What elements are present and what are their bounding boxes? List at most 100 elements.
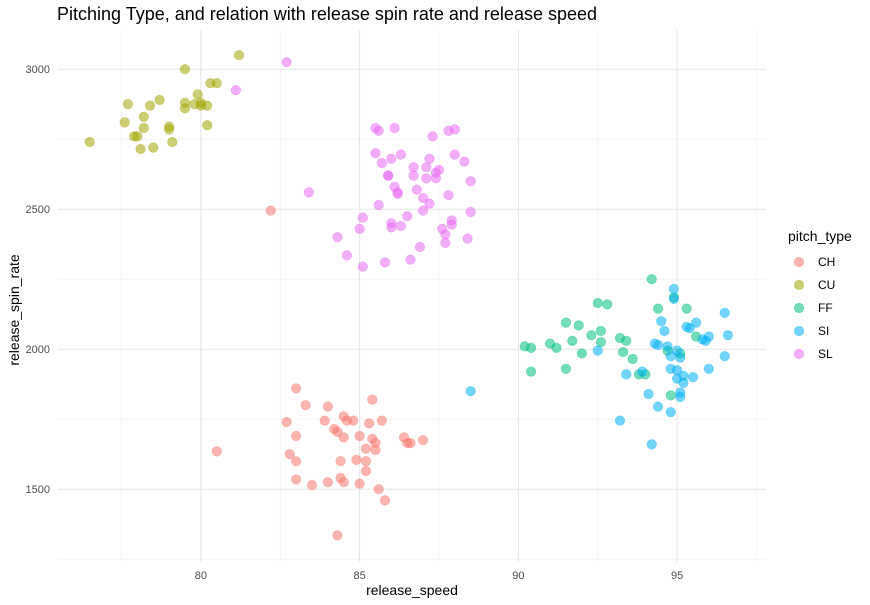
data-point-ff — [602, 299, 613, 310]
data-point-cu — [154, 94, 165, 106]
data-point-ff — [652, 303, 664, 314]
data-point-sl — [386, 222, 397, 233]
data-point-cu — [202, 100, 213, 111]
data-point-sl — [462, 233, 473, 244]
y-axis-label: release_spin_rate — [6, 254, 22, 366]
legend-item-sl: SL — [793, 347, 833, 361]
data-point-ff — [567, 335, 578, 346]
data-point-si — [637, 366, 648, 377]
legend-item-cu: CU — [793, 278, 835, 292]
x-axis-ticks: 80 85 90 95 — [195, 570, 683, 582]
data-point-sl — [465, 206, 476, 218]
data-point-sl — [465, 176, 476, 187]
y-axis-ticks: 1500 2000 2500 3000 — [26, 64, 50, 496]
y-tick-label: 1500 — [26, 484, 50, 496]
data-point-cu — [179, 103, 191, 114]
data-point-si — [675, 387, 686, 398]
data-point-sl — [418, 192, 429, 204]
legend-label: CH — [818, 255, 835, 269]
data-points — [84, 50, 734, 541]
data-point-ch — [360, 443, 372, 454]
chart-title: Pitching Type, and relation with release… — [57, 4, 597, 24]
data-point-sl — [303, 187, 314, 198]
data-point-ch — [360, 465, 372, 477]
legend-label: CU — [818, 278, 835, 292]
data-point-sl — [402, 211, 413, 222]
legend-label: SL — [818, 347, 833, 361]
x-axis-label: release_speed — [366, 582, 458, 598]
data-point-si — [652, 339, 664, 351]
data-point-ch — [300, 400, 311, 411]
data-point-ff — [665, 390, 676, 401]
data-point-ff — [551, 342, 562, 353]
data-point-ch — [322, 401, 333, 412]
data-point-si — [678, 370, 689, 381]
data-point-sl — [281, 57, 292, 68]
series-sl — [230, 57, 476, 272]
data-point-sl — [373, 199, 384, 211]
data-point-si — [621, 369, 632, 380]
data-point-ch — [405, 437, 416, 449]
data-point-si — [668, 293, 680, 304]
data-point-si — [668, 283, 680, 295]
data-point-si — [684, 323, 695, 334]
data-point-sl — [386, 153, 397, 164]
x-tick-label: 80 — [195, 570, 207, 582]
data-point-sl — [449, 124, 460, 135]
data-point-ff — [621, 335, 632, 346]
data-point-cu — [202, 120, 213, 131]
data-point-ch — [360, 456, 372, 467]
data-point-ff — [573, 320, 584, 331]
data-point-ch — [284, 449, 295, 460]
data-point-si — [719, 307, 730, 318]
data-point-ch — [373, 484, 384, 495]
grid — [58, 30, 766, 562]
data-point-sl — [392, 188, 403, 199]
data-point-ff — [560, 363, 572, 374]
legend-swatch — [793, 325, 805, 337]
data-point-ch — [332, 426, 343, 437]
data-point-ff — [646, 274, 657, 285]
data-point-ch — [322, 477, 333, 488]
data-point-ch — [367, 394, 378, 405]
legend-swatch — [793, 302, 805, 314]
legend-swatch — [793, 279, 805, 291]
data-point-ch — [281, 416, 292, 428]
data-point-si — [614, 415, 626, 426]
data-point-ch — [364, 418, 375, 429]
legend-label: SI — [818, 324, 829, 338]
y-tick-label: 2000 — [26, 344, 50, 356]
data-point-si — [646, 439, 657, 450]
data-point-sl — [443, 190, 454, 201]
data-point-ch — [370, 444, 381, 456]
data-point-sl — [389, 122, 400, 134]
data-point-cu — [211, 78, 222, 89]
data-point-si — [691, 317, 702, 328]
series-ch — [211, 205, 429, 541]
data-point-ch — [418, 435, 429, 446]
series-ff — [519, 274, 702, 401]
data-point-ff — [681, 303, 692, 314]
x-tick-label: 85 — [353, 570, 365, 582]
data-point-sl — [459, 156, 470, 167]
data-point-si — [643, 388, 654, 400]
data-point-sl — [449, 149, 460, 160]
data-point-cu — [167, 136, 178, 148]
data-point-sl — [354, 223, 365, 234]
data-point-ch — [348, 415, 359, 426]
legend-label: FF — [818, 301, 833, 315]
data-point-si — [465, 386, 476, 397]
data-point-ch — [338, 432, 349, 443]
data-point-sl — [421, 173, 432, 184]
data-point-si — [656, 316, 667, 327]
data-point-ch — [291, 474, 302, 485]
data-point-ch — [338, 477, 349, 488]
x-tick-label: 90 — [512, 570, 524, 582]
series-si — [465, 283, 734, 450]
series-cu — [84, 50, 245, 155]
data-point-ch — [379, 495, 391, 506]
data-point-ch — [306, 479, 318, 491]
data-point-ff — [586, 330, 597, 341]
data-point-sl — [383, 170, 394, 181]
data-point-ff — [592, 297, 603, 309]
